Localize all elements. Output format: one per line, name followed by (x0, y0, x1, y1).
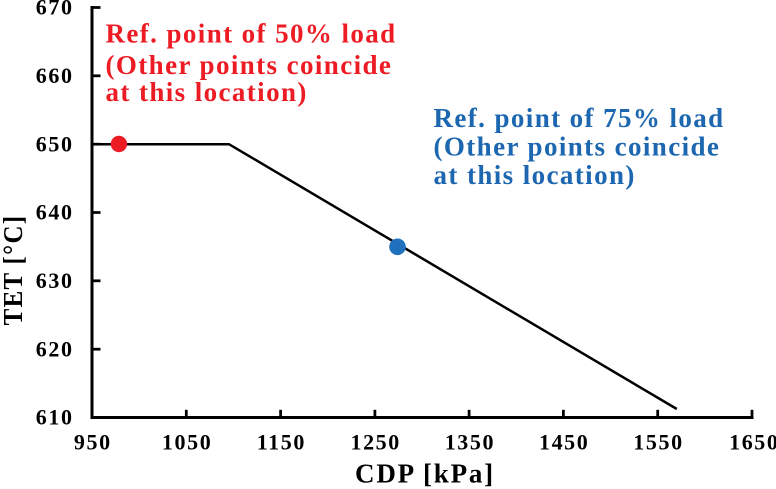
svg-text:1350: 1350 (445, 429, 495, 454)
svg-text:Ref. point of 75% load: Ref. point of 75% load (434, 103, 725, 133)
svg-text:at this location): at this location) (106, 77, 308, 107)
svg-text:650: 650 (36, 131, 74, 156)
svg-text:(Other points coincide: (Other points coincide (106, 50, 393, 80)
svg-text:CDP [kPa]: CDP [kPa] (355, 459, 495, 489)
svg-text:TET [°C]: TET [°C] (0, 215, 28, 326)
svg-text:1150: 1150 (257, 429, 306, 454)
svg-text:(Other points coincide: (Other points coincide (434, 131, 721, 161)
svg-text:670: 670 (36, 0, 74, 20)
svg-text:1550: 1550 (633, 429, 683, 454)
svg-text:640: 640 (36, 200, 74, 225)
svg-text:620: 620 (36, 336, 74, 361)
svg-text:610: 610 (36, 405, 74, 430)
svg-text:630: 630 (36, 268, 74, 293)
svg-text:1250: 1250 (350, 429, 400, 454)
svg-text:660: 660 (36, 63, 74, 88)
svg-text:1050: 1050 (162, 429, 212, 454)
svg-text:Ref. point of 50% load: Ref. point of 50% load (106, 19, 397, 49)
svg-text:1450: 1450 (539, 429, 589, 454)
svg-text:at this location): at this location) (434, 160, 636, 190)
svg-text:1650: 1650 (729, 429, 776, 454)
svg-text:950: 950 (74, 429, 112, 454)
